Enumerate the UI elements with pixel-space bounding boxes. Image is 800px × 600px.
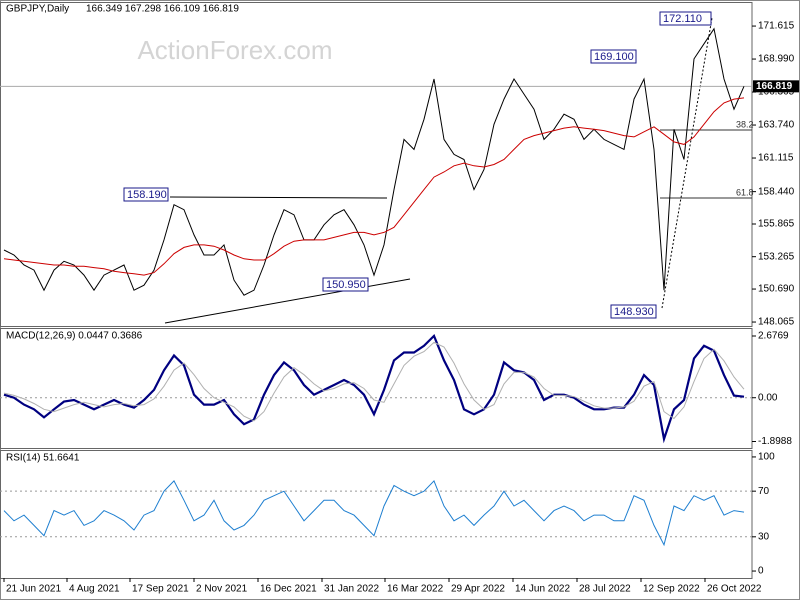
annotation: 150.950 <box>326 279 366 291</box>
series-line <box>3 479 745 547</box>
x-tick-label: 28 Jul 2022 <box>579 584 631 595</box>
x-tick-label: 12 Sep 2022 <box>643 584 700 595</box>
x-tick-label: 16 Dec 2021 <box>260 584 317 595</box>
price-title: GBPJPY,Daily <box>6 4 69 15</box>
y-tick-label: 0 <box>758 566 764 577</box>
y-tick-label: 30 <box>758 531 770 542</box>
annotation: 169.100 <box>594 51 634 63</box>
annotation-box <box>659 11 712 26</box>
x-tick-label: 29 Apr 2022 <box>451 584 505 595</box>
y-tick-label: 148.065 <box>758 317 795 328</box>
last-price-box <box>753 80 799 93</box>
y-tick-label: 168.990 <box>758 54 795 65</box>
annotation-box <box>610 304 657 319</box>
last-price-label: 166.819 <box>756 81 793 92</box>
annotation: 61.8 <box>736 187 754 197</box>
y-tick-label: 161.115 <box>758 153 794 164</box>
trendline <box>169 196 388 199</box>
x-tick-label: 4 Aug 2021 <box>69 584 120 595</box>
x-tick-label: 26 Oct 2022 <box>707 584 762 595</box>
macd-panel <box>0 328 753 449</box>
y-tick-label: 163.740 <box>758 120 795 131</box>
y-tick-label: 100 <box>758 452 775 463</box>
x-tick-label: 14 Jun 2022 <box>515 584 570 595</box>
annotation: 38.2 <box>736 119 754 129</box>
annotation: 172.110 <box>663 13 702 25</box>
macd-title: MACD(12,26,9) 0.0447 0.3686 <box>6 331 143 342</box>
x-tick-label: 17 Sep 2021 <box>132 584 189 595</box>
y-tick-label: 155.865 <box>758 219 795 230</box>
series-line <box>3 97 745 276</box>
y-tick-label: 150.690 <box>758 284 795 295</box>
rsi-panel <box>0 450 753 579</box>
y-tick-label: 171.615 <box>758 21 795 32</box>
x-tick-label: 21 Jun 2021 <box>6 584 61 595</box>
rsi-title: RSI(14) 51.6641 <box>6 453 80 464</box>
y-tick-label: 158.440 <box>758 186 795 197</box>
y-tick-label: -1.8988 <box>758 436 792 447</box>
annotation-box <box>123 187 169 202</box>
annotation-box <box>322 277 369 292</box>
annotation-box <box>590 49 637 64</box>
ohlc-text: 166.349 167.298 166.109 166.819 <box>86 4 239 15</box>
y-tick-label: 0.00 <box>758 392 778 403</box>
annotation: 148.930 <box>614 306 654 318</box>
trendline <box>164 278 411 324</box>
annotation: 158.190 <box>127 189 167 201</box>
series-line <box>3 341 745 422</box>
fib-line <box>661 17 713 309</box>
x-tick-label: 2 Nov 2021 <box>196 584 248 595</box>
price-panel <box>0 2 753 327</box>
y-tick-label: 153.265 <box>758 251 795 262</box>
watermark: ActionForex.com <box>137 35 332 65</box>
y-tick-label: 2.6769 <box>758 331 789 342</box>
y-tick-label: 70 <box>758 486 770 497</box>
x-tick-label: 31 Jan 2022 <box>324 584 379 595</box>
x-tick-label: 16 Mar 2022 <box>387 584 444 595</box>
